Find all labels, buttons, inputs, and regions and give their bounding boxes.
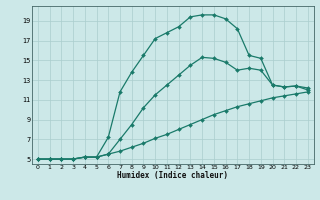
X-axis label: Humidex (Indice chaleur): Humidex (Indice chaleur) xyxy=(117,171,228,180)
